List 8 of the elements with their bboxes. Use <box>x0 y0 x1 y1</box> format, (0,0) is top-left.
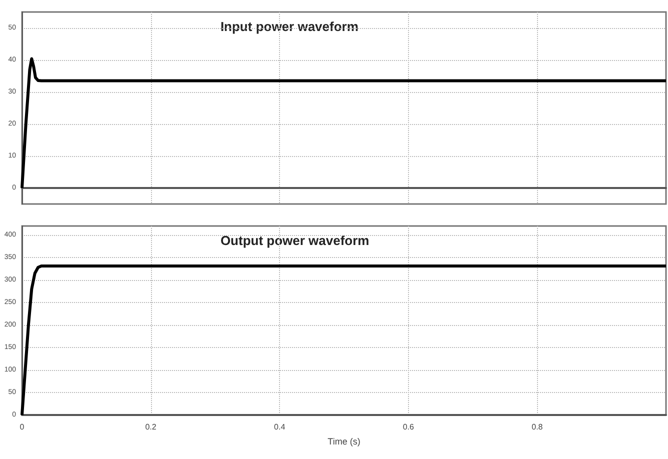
x-tick-label: 0 <box>20 422 25 432</box>
annotation: Output power waveform <box>220 233 370 248</box>
x-tick-label: 0.6 <box>402 422 415 432</box>
x-tick-label: 0.2 <box>145 422 157 432</box>
line-series <box>20 57 668 190</box>
x-tick-label: 0.8 <box>532 422 544 432</box>
x-axis-title: Time (s) <box>328 436 360 446</box>
x-tick-label: 0.4 <box>274 422 286 432</box>
